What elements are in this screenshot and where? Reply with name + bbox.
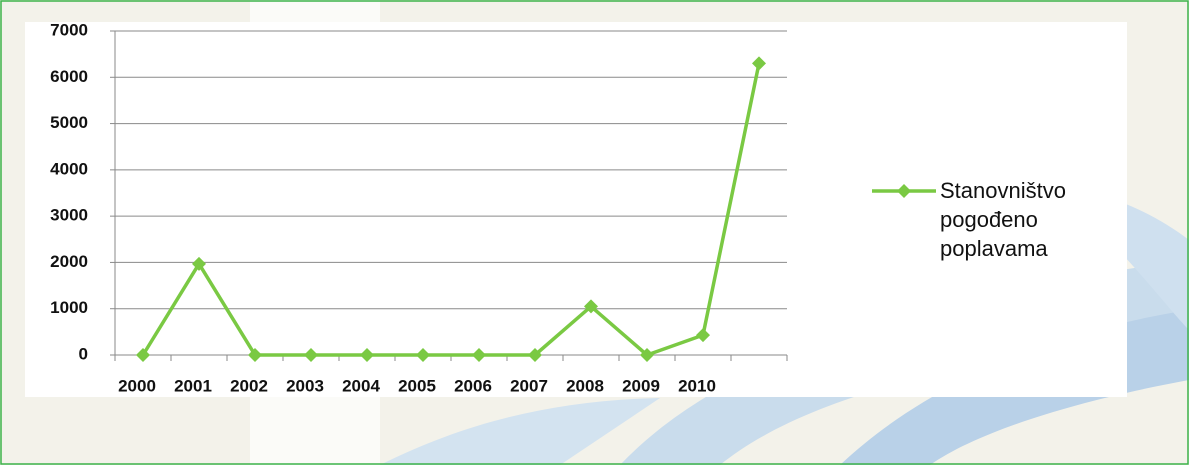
marker [640, 348, 654, 362]
x-tick-label: 2003 [286, 376, 324, 395]
line [141, 63, 761, 357]
x-tick-label: 2010 [678, 376, 716, 395]
marker [584, 299, 598, 314]
plot: 0 1000 2000 3000 4000 5000 6000 7000 2000 2001 200… [50, 20, 936, 395]
x-tick-label: 2002 [230, 376, 268, 395]
legend-marker [897, 184, 911, 198]
x-tick-label: 2004 [342, 376, 380, 395]
y-tick-label: 0 [79, 344, 88, 363]
y-tick-label: 2000 [50, 252, 88, 271]
x-tick-label: 2005 [398, 376, 436, 395]
y-tick-label: 7000 [50, 20, 88, 39]
marker [696, 328, 710, 343]
y-tick-label: 6000 [50, 67, 88, 86]
legend-label: Stanovništvo pogođeno poplavama [940, 178, 1066, 261]
marker [192, 256, 206, 271]
x-tick-label: 2007 [510, 376, 548, 395]
plot-background [25, 22, 1127, 397]
x-tick-label: 2009 [622, 376, 660, 395]
y-tick-label: 1000 [50, 298, 88, 317]
x-tick-label: 2008 [566, 376, 604, 395]
marker [360, 348, 374, 362]
marker [528, 348, 542, 362]
marker [304, 348, 318, 362]
y-tick-label: 3000 [50, 206, 88, 225]
marker [472, 348, 486, 362]
decoration [380, 398, 660, 465]
x-tick-label: 2006 [454, 376, 492, 395]
decoration [1040, 180, 1189, 330]
marker [416, 348, 430, 362]
x-tick-label: 2000 [118, 376, 156, 395]
marker [248, 348, 262, 362]
marker [136, 348, 150, 362]
x-tick-label: 2001 [174, 376, 212, 395]
y-tick-label: 4000 [50, 159, 88, 178]
marker [752, 56, 766, 71]
y-tick-label: 5000 [50, 113, 88, 132]
